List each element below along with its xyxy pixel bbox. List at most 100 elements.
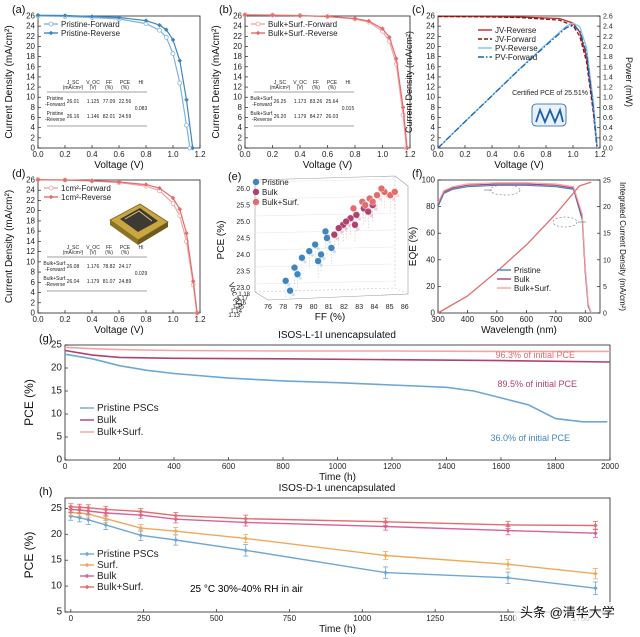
z-tick-label: 1.14	[230, 309, 242, 315]
panel-label: (e)	[228, 171, 241, 183]
data-point	[170, 51, 176, 56]
data-point	[35, 177, 41, 183]
y-tick-label: 6	[31, 278, 36, 287]
x-tick-label: 0.6	[113, 315, 125, 324]
y2-tick-label: 15	[603, 231, 611, 238]
series-line	[437, 183, 592, 314]
y-tick-label: 22	[26, 32, 35, 41]
table-header-unit: (V)	[90, 85, 97, 91]
parameter-table: J_SC(mA/cm²)V_OC(V)FF(%)PCE(%)HIBulk+Sur…	[250, 80, 354, 127]
data-point	[103, 510, 109, 516]
certification-logo-mark	[535, 107, 564, 125]
data-point	[373, 191, 381, 199]
table-row-label: -Reverse	[45, 282, 66, 288]
legend-entry: Pristine PSCs	[97, 403, 159, 414]
data-point	[62, 177, 68, 183]
y-tick-label: 20	[426, 42, 435, 51]
y2-tick-label: 1.6	[603, 64, 613, 71]
x-tick-label: 0.4	[486, 150, 498, 159]
table-row-label: -Forward	[45, 267, 65, 273]
x-tick-label: 300	[431, 315, 445, 324]
x-tick-label: 2000	[601, 462, 619, 471]
series-3	[437, 181, 592, 314]
data-point	[177, 80, 183, 86]
data-point	[297, 13, 303, 19]
table-row-label: Bulk+Surf.	[250, 111, 273, 117]
x-tick-label: 1.0	[167, 315, 179, 324]
table-header-unit: (mA/cm²)	[63, 250, 84, 256]
data-point	[298, 254, 306, 262]
y-tick-label: 8	[431, 103, 436, 112]
legend-marker	[252, 178, 260, 186]
y2-tick-label: 0.4	[603, 125, 613, 132]
x-tick-label: 600	[520, 315, 534, 324]
y-tick-label: 0	[431, 144, 436, 153]
y-tick-label: 20	[51, 529, 63, 540]
x-tick-label: 0.0	[239, 150, 251, 159]
data-point	[352, 211, 361, 219]
legend-marker	[48, 30, 54, 36]
data-point	[311, 240, 319, 249]
y-axis-label: PCE (%)	[216, 221, 227, 260]
panel-label: (g)	[39, 333, 52, 345]
table-header-unit: (%)	[312, 85, 320, 91]
data-point	[505, 562, 511, 567]
data-point	[383, 570, 388, 575]
annotation-bulk-surf: 96.3% of initial PCE	[495, 350, 575, 360]
data-point	[157, 27, 162, 33]
x-tick-label: 700	[549, 315, 563, 324]
panel-label: (f)	[412, 168, 422, 180]
table-header: HI	[346, 80, 351, 86]
x-tick-label: 1000	[353, 614, 371, 623]
shadow-point	[328, 240, 332, 244]
table-row-label: Bulk+Surf.	[250, 96, 273, 102]
table-header: FF	[313, 80, 319, 86]
x-tick-label: 400	[167, 462, 181, 471]
y-tick-label: 4	[238, 123, 243, 132]
shadow-point	[332, 250, 336, 254]
data-point	[138, 509, 144, 514]
certification-logo	[531, 103, 567, 127]
data-point	[325, 14, 330, 19]
legend-entry: JV-Forward	[495, 35, 536, 44]
legend-entry: PV-Reverse	[495, 44, 538, 53]
x-tick-label: 800	[579, 315, 593, 324]
legend-entry: Surf.	[97, 560, 118, 571]
data-point	[364, 208, 372, 216]
z-tick-label: 1.15	[232, 305, 244, 311]
legend-entry: Bulk+Surf.	[262, 198, 299, 207]
y-tick-label: 24.5	[236, 236, 250, 243]
grid-line	[254, 263, 396, 268]
data-point	[170, 37, 176, 43]
y-tick-label: 18	[233, 52, 242, 61]
table-row-label: Bulk+Surf.	[43, 261, 66, 267]
y2-tick-label: 0	[603, 311, 607, 318]
y-tick-label: 12	[233, 83, 242, 92]
x-tick-label: 750	[283, 614, 297, 623]
legend-entry: Pristine-Forward	[61, 20, 120, 29]
table-header-unit: (mA/cm²)	[270, 85, 291, 91]
y-tick-label: 15	[51, 386, 63, 397]
x-tick-label: 200	[113, 462, 127, 471]
y-tick-label: 25.0	[236, 219, 250, 226]
y-tick-label: 18	[426, 52, 435, 61]
data-point	[290, 264, 299, 272]
data-point	[138, 512, 144, 518]
data-point	[380, 26, 385, 31]
x-tick-label: 1250	[426, 614, 444, 623]
condition-annotation: 25 °C 30%-40% RH in air	[190, 584, 304, 595]
integrated-callout	[552, 216, 578, 228]
y2-tick-label: 10	[603, 257, 611, 264]
series-1	[330, 201, 378, 253]
data-point	[505, 575, 511, 581]
y-tick-label: 2	[238, 133, 243, 142]
table-header: FF	[106, 245, 112, 251]
y-tick-label: 10	[51, 409, 63, 420]
z-tick-label: 1.18	[238, 292, 250, 298]
y-tick-label: 0	[31, 144, 36, 153]
x-tick-label: 81	[325, 304, 333, 311]
data-point	[293, 270, 302, 278]
series-1	[64, 349, 611, 363]
x-tick-label: 1400	[438, 462, 456, 471]
data-point	[404, 145, 410, 151]
